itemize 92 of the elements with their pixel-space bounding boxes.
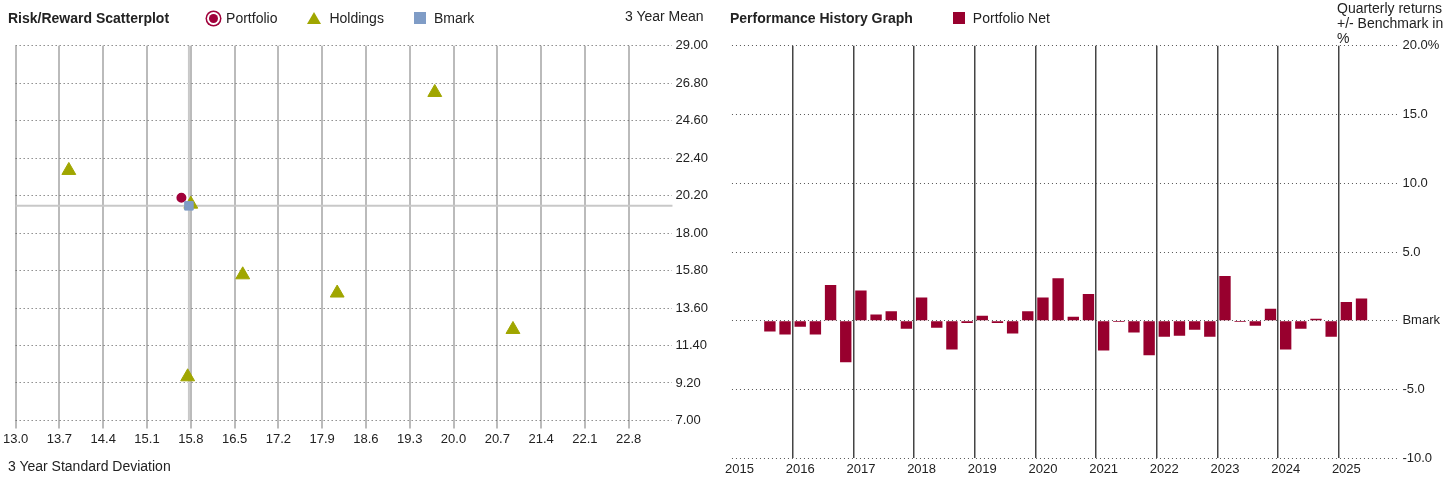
legend-label: Holdings xyxy=(329,10,384,26)
x-tick-label: 22.1 xyxy=(572,430,598,446)
x-tick-label: 19.3 xyxy=(397,430,423,446)
y-tick-label: -5.0 xyxy=(1402,381,1425,397)
y-tick-label: 13.60 xyxy=(675,299,709,315)
bar xyxy=(840,321,852,363)
legend-label: Bmark xyxy=(433,10,475,26)
bar xyxy=(1340,301,1353,321)
bar xyxy=(1219,275,1231,321)
x-tick-label: 2022 xyxy=(1149,460,1179,476)
bar xyxy=(915,297,928,321)
y-axis-title: 3 Year Mean xyxy=(625,8,704,24)
x-tick-label: 18.6 xyxy=(353,430,379,446)
y-tick-label: 15.80 xyxy=(675,262,709,278)
bar xyxy=(1037,297,1049,321)
x-tick-label: 2021 xyxy=(1089,460,1119,476)
point xyxy=(427,83,443,97)
x-tick-label: 2019 xyxy=(967,460,997,476)
bar xyxy=(870,314,882,321)
bar xyxy=(900,321,913,329)
x-axis-title: 3 Year Standard Deviation xyxy=(8,458,171,474)
bar xyxy=(1355,298,1368,321)
x-tick-label: 13.0 xyxy=(2,430,29,446)
y-tick-label: 24.60 xyxy=(675,112,709,128)
bar xyxy=(794,321,806,327)
bar xyxy=(1249,321,1262,326)
x-tick-label: 2017 xyxy=(846,460,876,476)
y-tick-label: 18.00 xyxy=(675,224,709,240)
bar xyxy=(1325,321,1337,337)
y-tick-label: 10.0 xyxy=(1402,174,1428,190)
chart-title: Performance History Graph xyxy=(730,10,913,26)
point xyxy=(329,284,345,298)
point xyxy=(174,190,189,205)
y-tick-label: 5.0 xyxy=(1402,243,1421,259)
x-tick-label: 2023 xyxy=(1210,460,1240,476)
bar xyxy=(931,321,943,328)
bar xyxy=(764,321,776,332)
y-tick-label: 11.40 xyxy=(675,337,708,353)
bar xyxy=(1204,321,1216,337)
bar xyxy=(885,311,897,321)
bar xyxy=(1082,293,1095,321)
y-tick-label: -10.0 xyxy=(1402,449,1433,465)
bar xyxy=(1295,321,1307,329)
point xyxy=(235,266,251,280)
y-tick-label: 20.20 xyxy=(675,187,709,203)
bar xyxy=(1143,321,1155,356)
bar xyxy=(946,321,958,350)
y-tick-label: 22.40 xyxy=(675,149,709,165)
legend-label: Portfolio xyxy=(226,10,278,26)
x-tick-label: 15.8 xyxy=(178,430,204,446)
x-tick-label: 17.9 xyxy=(309,430,335,446)
bar xyxy=(1264,308,1277,321)
x-tick-label: 16.5 xyxy=(221,430,248,446)
x-tick-label: 15.1 xyxy=(134,430,160,446)
bar xyxy=(1173,321,1186,336)
bar xyxy=(1188,321,1201,330)
x-tick-label: 2024 xyxy=(1271,460,1301,476)
x-tick-label: 2018 xyxy=(907,460,937,476)
x-tick-label: 17.2 xyxy=(265,430,292,446)
bar xyxy=(779,321,791,335)
bar xyxy=(1128,321,1140,333)
y-tick-label: 26.80 xyxy=(675,74,709,90)
x-tick-label: 2016 xyxy=(785,460,815,476)
legend-label: Portfolio Net xyxy=(972,10,1050,26)
bar xyxy=(1158,321,1170,337)
x-tick-label: 2025 xyxy=(1331,460,1361,476)
x-tick-label: 2020 xyxy=(1028,460,1058,476)
y-tick-label: 15.0 xyxy=(1402,106,1428,122)
y-tick-label: 20.0% xyxy=(1402,37,1440,53)
chart-title: Risk/Reward Scatterplot xyxy=(8,10,170,26)
bar xyxy=(1097,321,1110,351)
bar xyxy=(1006,321,1019,334)
point xyxy=(180,368,196,382)
bar xyxy=(1022,311,1034,321)
point xyxy=(505,320,521,334)
x-tick-label: 2015 xyxy=(725,460,755,476)
bar xyxy=(1279,321,1292,350)
y-tick-label: 7.00 xyxy=(675,411,701,427)
y-tick-label: Bmark xyxy=(1402,312,1441,328)
bar xyxy=(824,285,837,321)
x-tick-label: 14.4 xyxy=(90,430,116,446)
x-tick-label: 13.7 xyxy=(46,430,73,446)
point xyxy=(61,161,77,175)
y-tick-label: 9.20 xyxy=(675,374,701,390)
y-tick-label: 29.00 xyxy=(675,37,709,53)
bar xyxy=(855,290,867,321)
x-tick-label: 22.8 xyxy=(616,430,642,446)
x-tick-label: 20.0 xyxy=(440,430,467,446)
bar xyxy=(1052,278,1064,321)
x-tick-label: 21.4 xyxy=(528,430,554,446)
x-tick-label: 20.7 xyxy=(484,430,510,446)
bar xyxy=(809,321,822,335)
